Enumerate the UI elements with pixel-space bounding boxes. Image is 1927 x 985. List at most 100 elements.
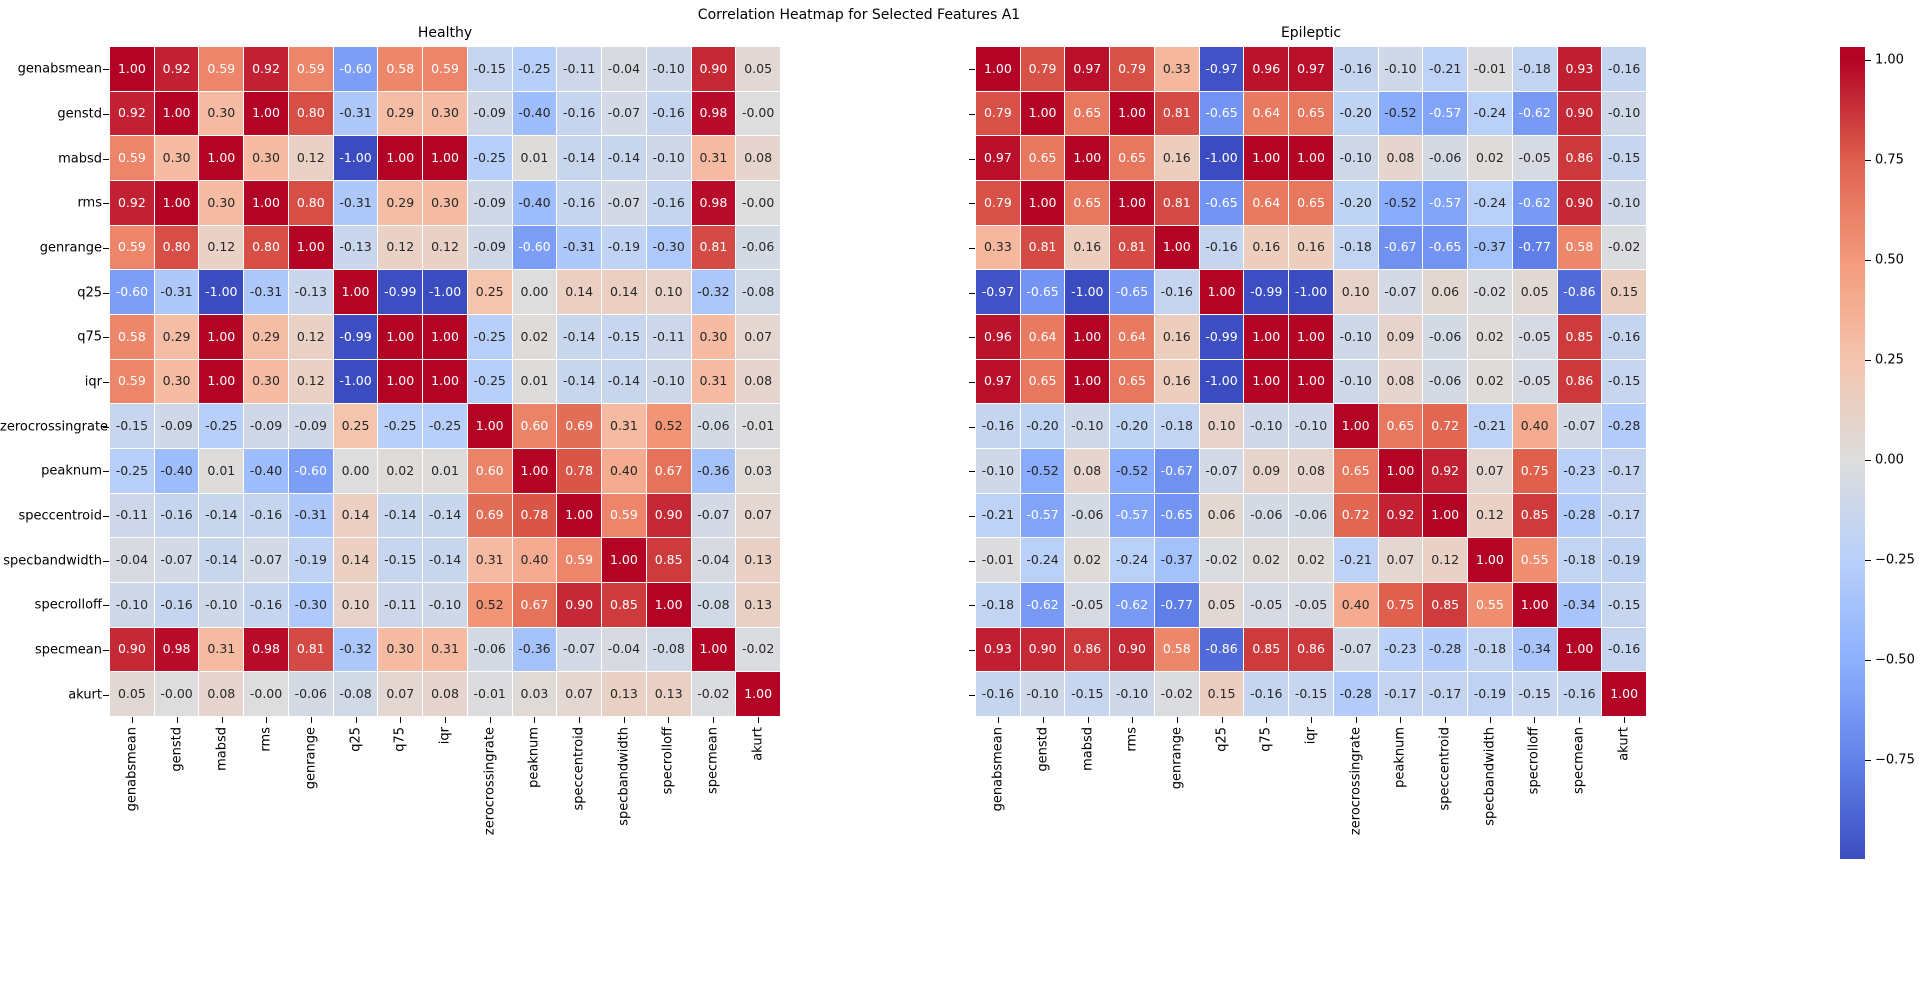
heatmap-cell: -0.05 xyxy=(1065,583,1110,627)
heatmap-cell: -0.60 xyxy=(333,47,378,91)
heatmap-cell: 1.00 xyxy=(1020,181,1065,225)
heatmap-cell: 0.65 xyxy=(1065,91,1110,136)
heatmap-cell: -0.65 xyxy=(1020,270,1065,314)
heatmap-cell: 0.80 xyxy=(244,225,288,270)
heatmap-cell: 0.85 xyxy=(646,538,691,582)
heatmap-cell: 0.05 xyxy=(110,672,154,716)
heatmap-cell: -0.01 xyxy=(467,672,512,716)
heatmap-cell: -0.57 xyxy=(1020,493,1065,538)
heatmap-cell: -0.65 xyxy=(1110,270,1154,314)
x-tick-label: rms xyxy=(258,727,274,752)
x-tick-mark xyxy=(1400,717,1402,723)
heatmap-cell: -0.16 xyxy=(244,583,288,627)
heatmap-cell: -0.08 xyxy=(691,583,736,627)
heatmap-cell: 0.90 xyxy=(1110,627,1154,672)
x-tick-mark xyxy=(1132,717,1134,723)
heatmap-cell: -0.16 xyxy=(1602,315,1646,359)
heatmap-cell: 0.10 xyxy=(646,270,691,314)
heatmap-cell: -0.02 xyxy=(736,627,780,672)
heatmap-cell: -0.34 xyxy=(1512,627,1557,672)
y-tick-mark xyxy=(103,471,109,473)
heatmap-cell: -0.28 xyxy=(1602,404,1646,448)
heatmap-cell: -0.16 xyxy=(557,91,602,136)
y-tick-label: specmean xyxy=(34,642,102,658)
heatmap-cell: -0.10 xyxy=(1110,672,1154,716)
heatmap-cell: -0.16 xyxy=(1557,672,1602,716)
colorbar-tick-mark xyxy=(1865,560,1871,561)
heatmap-cell: -0.10 xyxy=(1065,404,1110,448)
heatmap-cell: 1.00 xyxy=(378,315,423,359)
heatmap-cell: -0.37 xyxy=(1468,225,1512,270)
heatmap-cell: -0.06 xyxy=(288,672,333,716)
y-tick-mark xyxy=(969,382,975,383)
x-tick-label: rms xyxy=(1124,727,1140,752)
heatmap-cell: 0.96 xyxy=(976,315,1020,359)
heatmap-cell: 0.59 xyxy=(288,47,333,91)
heatmap-cell: 0.59 xyxy=(199,47,244,91)
x-tick-mark xyxy=(132,717,134,723)
colorbar-tick-mark xyxy=(1865,760,1871,761)
x-tick-mark xyxy=(1266,717,1268,723)
heatmap-cell: 0.06 xyxy=(1199,493,1244,538)
heatmap-cell: 1.00 xyxy=(976,47,1020,91)
heatmap-cell: 0.31 xyxy=(691,359,736,404)
heatmap-cell: 0.60 xyxy=(467,449,512,493)
heatmap-cell: 0.31 xyxy=(691,136,736,180)
y-tick-mark xyxy=(969,605,975,607)
heatmap-cell: 0.90 xyxy=(1557,181,1602,225)
heatmap-cell: 1.00 xyxy=(512,449,557,493)
heatmap-cell: 0.65 xyxy=(1020,136,1065,180)
x-tick-label: genabsmean xyxy=(124,727,140,812)
heatmap-cell: -0.10 xyxy=(1378,47,1423,91)
heatmap-cell: -0.28 xyxy=(1557,493,1602,538)
heatmap-cell: -0.15 xyxy=(602,315,646,359)
heatmap-cell: -0.52 xyxy=(1110,449,1154,493)
heatmap-cell: -0.10 xyxy=(646,136,691,180)
heatmap-cell: 0.90 xyxy=(110,627,154,672)
x-tick-mark xyxy=(1221,717,1223,723)
heatmap-cell: -0.10 xyxy=(1602,181,1646,225)
heatmap-cell: 0.30 xyxy=(244,136,288,180)
heatmap-cell: 0.92 xyxy=(1378,493,1423,538)
y-tick-mark xyxy=(103,605,109,607)
colorbar-tick-label: −0.75 xyxy=(1875,752,1915,768)
heatmap-cell: -0.20 xyxy=(1020,404,1065,448)
heatmap-cell: -0.14 xyxy=(602,136,646,180)
x-tick-mark xyxy=(311,717,312,723)
y-tick-mark xyxy=(103,203,109,205)
heatmap-cell: -0.06 xyxy=(467,627,512,672)
heatmap-cell: 0.25 xyxy=(333,404,378,448)
heatmap-cell: 0.64 xyxy=(1020,315,1065,359)
heatmap-cell: 1.00 xyxy=(1333,404,1378,448)
heatmap-cell: 0.30 xyxy=(691,315,736,359)
heatmap-cell: 0.97 xyxy=(1065,47,1110,91)
heatmap-cell: 0.96 xyxy=(1244,47,1289,91)
heatmap-cell: 0.10 xyxy=(1199,404,1244,448)
heatmap-cell: 0.08 xyxy=(423,672,467,716)
colorbar-tick-label: 0.75 xyxy=(1875,152,1904,168)
heatmap-cell: 0.69 xyxy=(557,404,602,448)
x-tick-label: q25 xyxy=(1214,727,1230,752)
heatmap-cell: -0.00 xyxy=(154,672,199,716)
heatmap-cell: -0.02 xyxy=(1199,538,1244,582)
heatmap-cell: 0.67 xyxy=(646,449,691,493)
x-tick-mark xyxy=(757,717,759,723)
heatmap-cell: 0.05 xyxy=(1512,270,1557,314)
heatmap-cell: 0.30 xyxy=(423,91,467,136)
heatmap-cell: 0.64 xyxy=(1244,181,1289,225)
heatmap-cell: -0.14 xyxy=(199,538,244,582)
y-tick-mark xyxy=(103,694,109,696)
heatmap-cell: 0.40 xyxy=(1512,404,1557,448)
y-tick-mark xyxy=(969,560,975,562)
heatmap-cell: -0.20 xyxy=(1110,404,1154,448)
heatmap-cell: -0.14 xyxy=(423,538,467,582)
y-tick-label: mabsd xyxy=(58,151,102,167)
heatmap-cell: 0.14 xyxy=(333,538,378,582)
heatmap-cell: -0.09 xyxy=(288,404,333,448)
heatmap-cell: -0.16 xyxy=(1199,225,1244,270)
heatmap-cell: -0.60 xyxy=(288,449,333,493)
y-tick-mark xyxy=(103,158,109,160)
heatmap-cell: -0.02 xyxy=(1602,225,1646,270)
heatmap-cell: 0.86 xyxy=(1289,627,1333,672)
heatmap-cell: 0.59 xyxy=(602,493,646,538)
